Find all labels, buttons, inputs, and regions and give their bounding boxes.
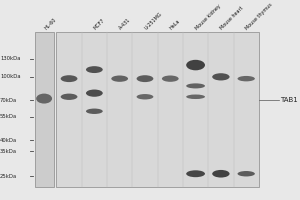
Text: 35kDa: 35kDa xyxy=(0,149,17,154)
Ellipse shape xyxy=(212,170,230,178)
Text: HL-60: HL-60 xyxy=(44,17,58,31)
Ellipse shape xyxy=(186,95,205,99)
Ellipse shape xyxy=(136,94,153,99)
Ellipse shape xyxy=(86,90,103,97)
Ellipse shape xyxy=(36,94,52,104)
Text: 25kDa: 25kDa xyxy=(0,174,17,179)
Ellipse shape xyxy=(186,170,205,177)
Ellipse shape xyxy=(238,171,255,176)
Ellipse shape xyxy=(86,109,103,114)
Text: Mouse kidney: Mouse kidney xyxy=(194,3,221,31)
Ellipse shape xyxy=(136,75,153,82)
Text: Mouse heart: Mouse heart xyxy=(219,5,244,31)
Ellipse shape xyxy=(111,75,128,82)
Ellipse shape xyxy=(186,60,205,70)
Text: 70kDa: 70kDa xyxy=(0,98,17,103)
Text: 40kDa: 40kDa xyxy=(0,138,17,143)
Ellipse shape xyxy=(238,76,255,81)
Text: HeLa: HeLa xyxy=(169,18,181,31)
Text: A-431: A-431 xyxy=(118,17,132,31)
Text: 130kDa: 130kDa xyxy=(0,56,20,61)
Ellipse shape xyxy=(61,75,77,82)
Text: MCF7: MCF7 xyxy=(93,18,106,31)
Text: Mouse thymus: Mouse thymus xyxy=(245,2,274,31)
FancyBboxPatch shape xyxy=(56,32,259,187)
Text: U-251MG: U-251MG xyxy=(143,11,163,31)
Ellipse shape xyxy=(86,66,103,73)
Ellipse shape xyxy=(61,94,77,100)
Ellipse shape xyxy=(212,73,230,80)
FancyBboxPatch shape xyxy=(35,32,53,187)
Text: 55kDa: 55kDa xyxy=(0,114,17,119)
Text: TAB1: TAB1 xyxy=(280,97,298,103)
Ellipse shape xyxy=(162,75,179,82)
Ellipse shape xyxy=(186,83,205,88)
Text: 100kDa: 100kDa xyxy=(0,74,20,79)
